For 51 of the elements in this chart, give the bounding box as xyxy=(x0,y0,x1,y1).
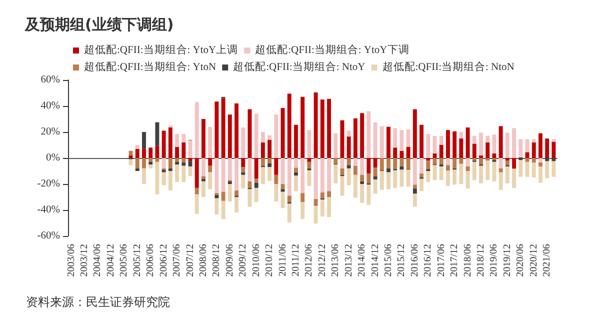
x-tick-label: 2012/12 xyxy=(316,244,328,277)
x-tick-label: 2008/12 xyxy=(211,244,222,277)
x-tick-label: 2016/12 xyxy=(422,244,434,277)
x-tick-label: 2020/06 xyxy=(515,244,526,277)
x-tick-label: 2015/12 xyxy=(396,244,408,277)
x-tick-label: 2005/06 xyxy=(118,244,130,277)
x-tick-label: 2009/12 xyxy=(238,244,249,277)
x-tick-label: 2006/12 xyxy=(158,244,170,277)
x-tick-label: 2019/12 xyxy=(502,244,513,277)
legend-label: 超低配:QFII:当期组合: YtoY下调 xyxy=(255,43,410,56)
x-tick-label: 2017/06 xyxy=(436,244,447,277)
x-tick-label: 2021/06 xyxy=(542,244,553,277)
x-tick-label: 2014/12 xyxy=(370,244,381,277)
x-tick-label: 2003/12 xyxy=(79,244,90,277)
legend-label: 超低配:QFII:当期组合: NtoY xyxy=(233,60,366,73)
y-tick-label: -20% xyxy=(37,178,60,190)
x-tick-label: 2018/06 xyxy=(462,244,474,277)
x-tick-label: 2007/12 xyxy=(184,244,196,277)
y-tick-label: 0% xyxy=(46,152,60,164)
y-tick-label: -60% xyxy=(37,230,60,242)
x-tick-label: 2013/06 xyxy=(330,244,342,277)
y-tick-label: 40% xyxy=(40,100,60,112)
legend-label: 超低配:QFII:当期组合: YtoY上调 xyxy=(84,43,238,56)
chart-title: 及预期组(业绩下调组) xyxy=(24,16,174,34)
x-tick-label: 2019/06 xyxy=(488,244,500,277)
x-tick-label: 2006/06 xyxy=(145,244,156,277)
text: 资料来源：民生证券研究院 xyxy=(26,295,170,309)
x-tick-label: 2015/06 xyxy=(382,244,394,277)
x-tick-label: 2011/12 xyxy=(290,244,302,276)
x-tick-label: 2007/06 xyxy=(172,244,183,277)
x-tick-label: 2020/12 xyxy=(528,244,540,277)
legend-label: 超低配:QFII:当期组合: NtoN xyxy=(382,60,515,73)
x-tick-label: 2013/12 xyxy=(343,244,354,277)
y-tick-label: 60% xyxy=(40,74,60,86)
x-tick-label: 2004/06 xyxy=(92,244,104,277)
x-tick-label: 2011/06 xyxy=(277,244,288,276)
x-tick-label: 2010/12 xyxy=(264,244,276,277)
x-tick-label: 2017/12 xyxy=(449,244,460,277)
x-tick-label: 2014/06 xyxy=(356,244,368,277)
y-tick-label: 20% xyxy=(40,126,60,138)
x-tick-label: 2005/12 xyxy=(132,244,143,277)
y-tick-label: -40% xyxy=(37,204,60,216)
x-tick-label: 2008/06 xyxy=(198,244,209,277)
legend-label: 超低配:QFII:当期组合: YtoN xyxy=(84,60,217,73)
x-tick-label: 2004/12 xyxy=(105,244,116,277)
x-tick-label: 2009/06 xyxy=(224,244,236,277)
x-tick-label: 2018/12 xyxy=(476,244,487,277)
x-tick-label: 2003/06 xyxy=(66,244,77,277)
x-tick-label: 2010/06 xyxy=(250,244,262,277)
x-tick-label: 2012/06 xyxy=(304,244,315,277)
x-tick-label: 2016/06 xyxy=(409,244,420,277)
